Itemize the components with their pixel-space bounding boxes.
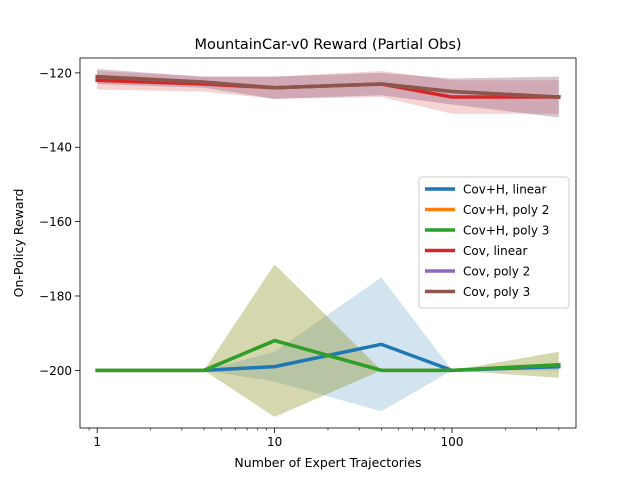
legend-entry: Cov+H, linear [463,183,547,197]
y-axis-label: On-Policy Reward [11,189,26,298]
band-series-3 [97,264,559,417]
line-series-3 [95,338,561,373]
line-series-6 [95,74,561,99]
legend-entry: Cov, poly 3 [463,285,530,299]
x-tick-label: 10 [267,435,282,449]
y-tick-label: −200 [39,364,72,378]
legend: Cov+H, linear Cov+H, poly 2 Cov+H, poly 3 C… [418,176,570,309]
band-series-2 [97,264,559,417]
legend-entry: Cov+H, poly 2 [463,203,549,217]
legend-entry: Cov, poly 2 [463,265,530,279]
y-tick-label: −120 [39,66,72,80]
legend-entry: Cov+H, poly 3 [463,224,549,238]
chart-title: MountainCar-v0 Reward (Partial Obs) [194,37,461,53]
legend-box [418,176,570,309]
y-tick-label: −180 [39,289,72,303]
band-series-1 [97,277,559,412]
y-axis-ticks: −200 −180 −160 −140 −120 [39,66,80,378]
y-tick-label: −160 [39,215,72,229]
x-axis-ticks: 1 10 100 [88,428,560,449]
legend-entry: Cov, linear [463,244,527,258]
y-tick-label: −140 [39,141,72,155]
x-tick-label: 100 [441,435,464,449]
x-axis-label: Number of Expert Trajectories [234,455,421,470]
series-lines [95,74,561,373]
x-tick-label: 1 [93,435,101,449]
